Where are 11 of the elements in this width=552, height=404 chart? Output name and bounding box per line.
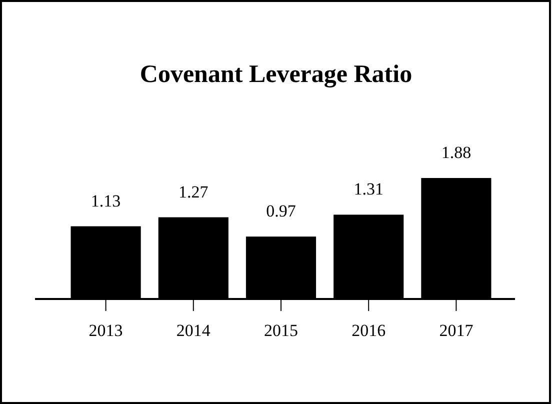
x-tick-label: 2014 xyxy=(176,321,211,340)
chart-title: Covenant Leverage Ratio xyxy=(140,61,412,88)
x-tick-label: 2015 xyxy=(264,321,298,340)
data-label: 1.88 xyxy=(441,143,472,162)
data-label: 1.27 xyxy=(178,182,209,202)
data-label: 1.31 xyxy=(354,180,384,199)
x-tick-label: 2017 xyxy=(439,321,474,340)
x-tick-label: 2016 xyxy=(352,321,386,340)
data-label: 0.97 xyxy=(266,202,296,221)
data-label: 1.13 xyxy=(90,191,121,210)
x-tick-label: 2013 xyxy=(88,321,123,340)
